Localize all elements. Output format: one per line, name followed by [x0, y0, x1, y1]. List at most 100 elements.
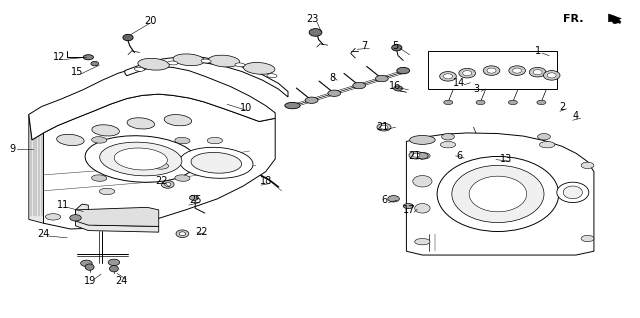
- Text: 8: 8: [330, 73, 336, 83]
- Ellipse shape: [328, 90, 340, 96]
- Ellipse shape: [397, 67, 410, 74]
- Ellipse shape: [547, 73, 556, 78]
- Text: 22: 22: [155, 176, 168, 186]
- Ellipse shape: [415, 238, 430, 245]
- Ellipse shape: [138, 58, 170, 70]
- Ellipse shape: [45, 214, 61, 220]
- Polygon shape: [29, 66, 275, 140]
- Ellipse shape: [127, 118, 154, 129]
- Text: 5: 5: [392, 41, 399, 51]
- Ellipse shape: [179, 232, 186, 236]
- Ellipse shape: [175, 137, 190, 144]
- Ellipse shape: [164, 183, 171, 186]
- Ellipse shape: [191, 152, 242, 173]
- Ellipse shape: [201, 59, 211, 63]
- Ellipse shape: [180, 79, 211, 91]
- Ellipse shape: [243, 62, 275, 74]
- Ellipse shape: [563, 186, 582, 199]
- Polygon shape: [29, 114, 44, 223]
- Ellipse shape: [476, 100, 485, 105]
- Text: 7: 7: [362, 41, 368, 51]
- Ellipse shape: [92, 137, 107, 143]
- Ellipse shape: [175, 175, 190, 181]
- Ellipse shape: [403, 204, 413, 209]
- Ellipse shape: [161, 181, 174, 188]
- Ellipse shape: [81, 260, 92, 266]
- Text: 16: 16: [389, 81, 402, 91]
- Ellipse shape: [207, 137, 223, 144]
- Ellipse shape: [85, 136, 196, 182]
- Text: 21: 21: [408, 151, 420, 161]
- Ellipse shape: [452, 165, 544, 223]
- Ellipse shape: [557, 182, 589, 203]
- Ellipse shape: [208, 55, 240, 67]
- Text: 6: 6: [381, 195, 387, 205]
- Polygon shape: [76, 204, 159, 232]
- Text: 13: 13: [499, 154, 512, 164]
- Ellipse shape: [267, 74, 277, 78]
- Ellipse shape: [176, 230, 189, 238]
- Text: 2: 2: [559, 101, 565, 112]
- Polygon shape: [428, 51, 557, 89]
- Text: 19: 19: [83, 276, 96, 287]
- Ellipse shape: [417, 153, 428, 159]
- Polygon shape: [76, 207, 159, 226]
- Ellipse shape: [235, 63, 245, 67]
- Ellipse shape: [285, 102, 300, 109]
- Polygon shape: [125, 57, 288, 97]
- Text: 18: 18: [259, 176, 272, 186]
- Ellipse shape: [108, 259, 120, 266]
- Text: 22: 22: [195, 227, 208, 237]
- Ellipse shape: [412, 153, 420, 157]
- Text: 6: 6: [456, 151, 463, 161]
- Ellipse shape: [92, 175, 107, 181]
- Ellipse shape: [109, 266, 118, 272]
- Ellipse shape: [469, 176, 527, 212]
- Ellipse shape: [417, 153, 430, 159]
- Text: 14: 14: [453, 78, 466, 88]
- Ellipse shape: [540, 142, 555, 148]
- Text: 21: 21: [376, 122, 388, 132]
- Ellipse shape: [459, 68, 476, 78]
- Ellipse shape: [394, 86, 403, 91]
- Ellipse shape: [437, 156, 559, 232]
- Ellipse shape: [543, 71, 560, 80]
- Text: 24: 24: [37, 229, 50, 239]
- Ellipse shape: [180, 147, 253, 178]
- Ellipse shape: [444, 100, 452, 105]
- Polygon shape: [44, 94, 275, 229]
- Ellipse shape: [442, 134, 454, 140]
- Ellipse shape: [415, 204, 430, 213]
- Polygon shape: [406, 133, 594, 255]
- Ellipse shape: [57, 134, 84, 146]
- Text: FR.: FR.: [563, 14, 583, 24]
- Ellipse shape: [581, 235, 594, 242]
- Ellipse shape: [513, 68, 522, 73]
- Ellipse shape: [483, 66, 500, 75]
- Text: 10: 10: [240, 103, 253, 113]
- Ellipse shape: [91, 61, 99, 66]
- Text: 11: 11: [56, 200, 69, 210]
- Ellipse shape: [409, 151, 423, 159]
- Ellipse shape: [85, 264, 94, 270]
- Ellipse shape: [487, 68, 496, 73]
- Ellipse shape: [123, 34, 133, 41]
- Ellipse shape: [380, 125, 388, 129]
- Text: 9: 9: [10, 144, 16, 155]
- Text: 15: 15: [70, 66, 83, 77]
- Ellipse shape: [376, 75, 388, 82]
- Text: 4: 4: [573, 111, 579, 121]
- Ellipse shape: [305, 97, 318, 103]
- Text: 25: 25: [189, 195, 202, 205]
- Ellipse shape: [440, 72, 456, 81]
- Ellipse shape: [529, 67, 546, 77]
- Ellipse shape: [537, 100, 546, 105]
- Ellipse shape: [377, 123, 391, 131]
- Ellipse shape: [83, 55, 93, 60]
- FancyArrow shape: [609, 14, 621, 24]
- Ellipse shape: [388, 196, 399, 202]
- Text: 3: 3: [474, 84, 480, 94]
- Ellipse shape: [538, 134, 550, 140]
- Ellipse shape: [92, 125, 119, 136]
- Ellipse shape: [309, 29, 322, 36]
